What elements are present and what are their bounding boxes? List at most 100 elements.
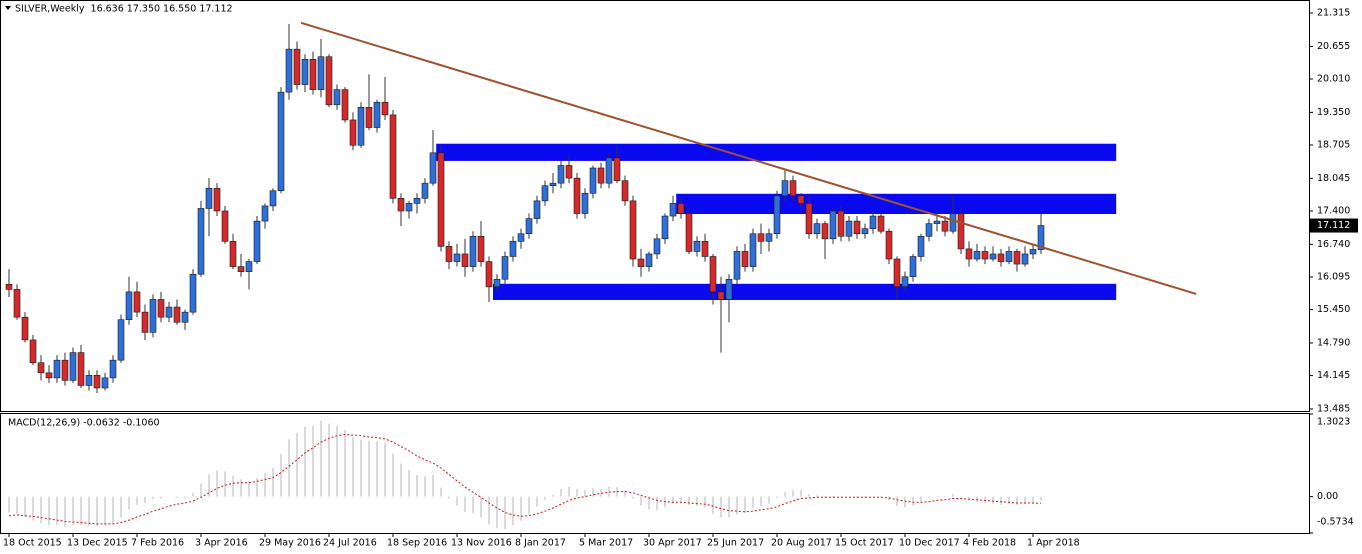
candle-body [453,253,461,262]
y-tick-label: 15.450 [1317,304,1350,315]
candle-body [101,377,109,389]
zone [493,283,1117,300]
x-tick-label: 3 Apr 2016 [195,538,248,549]
candle-body [509,241,517,257]
candle-body [749,233,757,267]
y-tick-label: 18.705 [1317,139,1350,150]
candle-body [1005,251,1013,262]
candle-body [29,339,37,364]
candle-body [725,278,733,300]
macd-signal [8,433,1042,525]
candle-body [789,180,797,197]
candle-body [813,223,821,235]
candle-body [741,251,749,267]
candle-body [917,235,925,257]
candle-body [149,299,157,333]
candle-body [405,203,413,212]
candle-body [413,198,421,204]
candle-body [605,157,613,184]
candle-body [125,291,133,321]
y-tick-label: 0.00 [1317,491,1338,502]
candle-body [493,278,501,288]
candle-body [861,228,869,235]
candle-body [837,210,845,237]
candle-body [229,241,237,267]
x-tick-label: 4 Feb 2018 [963,538,1016,549]
x-tick-label: 18 Sep 2016 [387,538,447,549]
candle-body [901,276,909,288]
candle-body [933,220,941,224]
candle-body [845,220,853,237]
candle-body [109,359,117,379]
zone [436,143,1117,161]
candle-body [213,187,221,212]
candle-body [765,233,773,242]
candle-body [301,58,309,85]
candle-body [501,256,509,280]
price-plot [5,21,1197,394]
candle-body [373,101,381,128]
x-tick-label: 13 Dec 2015 [67,538,128,549]
candle-body [925,223,933,237]
candle-body [477,235,485,262]
candle-body [645,253,653,267]
candle-body [757,233,765,242]
candle-body [941,220,949,232]
candle-body [253,220,261,262]
candle-body [445,246,453,262]
candle-body [325,56,333,106]
candle-body [93,375,101,389]
candle-body [573,177,581,214]
candle-body [533,200,541,219]
candle-body [429,152,437,184]
x-tick-label: 1 Apr 2018 [1027,538,1080,549]
y-tick-label: 20.655 [1317,41,1350,52]
candle-body [21,316,29,341]
y-tick-label: 21.315 [1317,7,1350,18]
candle-body [381,101,389,116]
candle-body [693,241,701,252]
candle-body [53,359,61,379]
last-price-label: 17.112 [1317,220,1350,231]
candle-body [853,220,861,235]
candle-body [421,182,429,199]
candle-body [13,289,21,318]
x-tick-label: 10 Dec 2017 [899,538,960,549]
candle-body [965,248,973,260]
candle-body [517,233,525,242]
x-tick-label: 18 Oct 2015 [3,538,62,549]
y-tick-label: 16.095 [1317,271,1350,282]
candle-body [437,152,445,247]
candle-body [141,311,149,333]
candle-body [85,375,93,386]
candle-body [581,192,589,214]
y-tick-label: 17.400 [1317,205,1350,216]
candle-body [701,241,709,257]
candle-body [1037,225,1045,250]
candle-body [173,306,181,323]
candle-body [829,210,837,240]
candle-body [277,91,285,192]
candle-body [485,261,493,288]
candle-body [365,107,373,128]
candle-body [285,48,293,93]
y-tick-label: 14.145 [1317,370,1350,381]
last-price-box [1310,218,1358,233]
candle-body [597,167,605,184]
candle-body [37,362,45,374]
x-tick-label: 5 Mar 2017 [579,538,633,549]
candle-body [869,215,877,229]
candle-body [69,352,77,381]
x-tick-label: 7 Feb 2016 [131,538,184,549]
candle-body [653,238,661,255]
axes: 21.315 20.655 20.010 19.350 18.705 18.045 17.4… [3,7,1358,549]
candle-body [781,180,789,197]
candle-body [77,352,85,386]
candle-body [773,195,781,235]
candle-body [621,180,629,202]
candle-body [629,200,637,260]
candle-body [1029,249,1037,255]
candle-body [461,253,469,267]
candle-body [397,198,405,212]
y-tick-label: 1.3023 [1317,417,1350,428]
